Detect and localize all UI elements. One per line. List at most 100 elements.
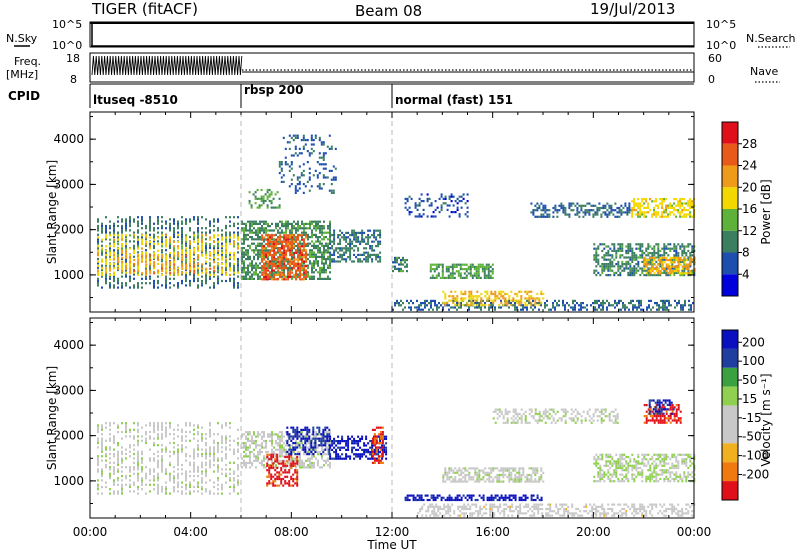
scatter-cell [477,276,480,279]
cpid-label: CPID [8,89,40,103]
scatter-cell [645,259,648,262]
scatter-cell [295,273,298,276]
scatter-cell [293,260,296,263]
scatter-cell [299,247,302,250]
scatter-cell [97,488,99,491]
scatter-cell [333,236,336,239]
scatter-cell [681,259,684,262]
scatter-cell [270,193,273,196]
scatter-cell [641,249,644,252]
scatter-cell [677,256,680,259]
scatter-cell [287,225,289,228]
scatter-cell [688,304,690,307]
scatter-cell [365,256,368,259]
scatter-cell [161,422,163,425]
scatter-cell [683,269,686,272]
scatter-cell [655,260,658,263]
scatter-cell [137,261,140,264]
scatter-cell [261,254,264,257]
scatter-cell [429,270,432,273]
scatter-cell [603,267,606,270]
scatter-cell [125,247,127,250]
scatter-cell [339,229,342,232]
scatter-cell [294,147,297,150]
scatter-cell [277,262,280,265]
scatter-cell [675,252,678,255]
scatter-cell [661,265,664,268]
scatter-cell [317,262,319,265]
scatter-cell [153,488,155,491]
scatter-cell [446,208,449,211]
scatter-cell [683,265,686,268]
scatter-cell [332,176,335,179]
scatter-cell [181,435,183,438]
scatter-cell [367,260,370,263]
scatter-cell [456,308,458,311]
scatter-cell [303,269,306,272]
scatter-cell [125,268,127,272]
scatter-cell [459,274,462,277]
scatter-cell [440,304,442,307]
scatter-cell [683,274,686,277]
scatter-cell [621,263,624,266]
scatter-cell [213,251,215,254]
scatter-cell [641,254,644,257]
scatter-cell [691,200,694,203]
scatter-cell [522,306,524,309]
scatter-cell [321,266,323,269]
scatter-cell [137,466,139,469]
scatter-cell [157,249,159,252]
scatter-cell [277,265,280,268]
scatter-cell [197,430,199,434]
scatter-cell [578,215,581,218]
nave-label: Nave [750,65,778,78]
scatter-cell [667,254,670,257]
scatter-cell [500,292,503,296]
scatter-cell [414,206,417,209]
scatter-cell [217,234,219,237]
scatter-cell [133,255,135,258]
scatter-cell [201,227,203,230]
scatter-cell [213,446,215,449]
scatter-cell [317,240,319,243]
scatter-cell [141,222,143,225]
scatter-cell [193,452,195,456]
scatter-cell [149,483,151,486]
scatter-cell [653,267,656,270]
scatter-cell [671,272,674,275]
scatter-cell [245,233,247,236]
scatter-cell [269,236,272,239]
scatter-cell [685,254,688,257]
scatter-cell [627,245,630,248]
scatter-cell [339,242,342,245]
scatter-cell [157,272,160,275]
scatter-cell [659,256,662,259]
scatter-cell [271,240,274,243]
scatter-cell [404,261,406,264]
scatter-cell [293,253,295,256]
scatter-cell [243,247,245,250]
scatter-cell [622,304,624,307]
scatter-cell [129,258,131,261]
scatter-cell [468,297,471,300]
scatter-cell [177,483,179,486]
scatter-cell [125,271,127,274]
scatter-cell [659,254,662,257]
scatter-cell [302,147,305,150]
scatter-cell [268,195,271,198]
scatter-cell [243,446,245,449]
scatter-cell [536,206,539,210]
scatter-cell [594,299,596,302]
scatter-cell [456,302,458,305]
scatter-cell [471,265,474,268]
scatter-cell [307,266,309,269]
scatter-cell [97,265,99,268]
scatter-cell [659,263,662,266]
scatter-cell [251,236,253,239]
scatter-cell [516,295,519,298]
scatter-cell [109,488,111,491]
scatter-cell [637,260,640,263]
scatter-cell [257,275,259,278]
scatter-cell [625,267,628,270]
scatter-cell [322,174,325,177]
